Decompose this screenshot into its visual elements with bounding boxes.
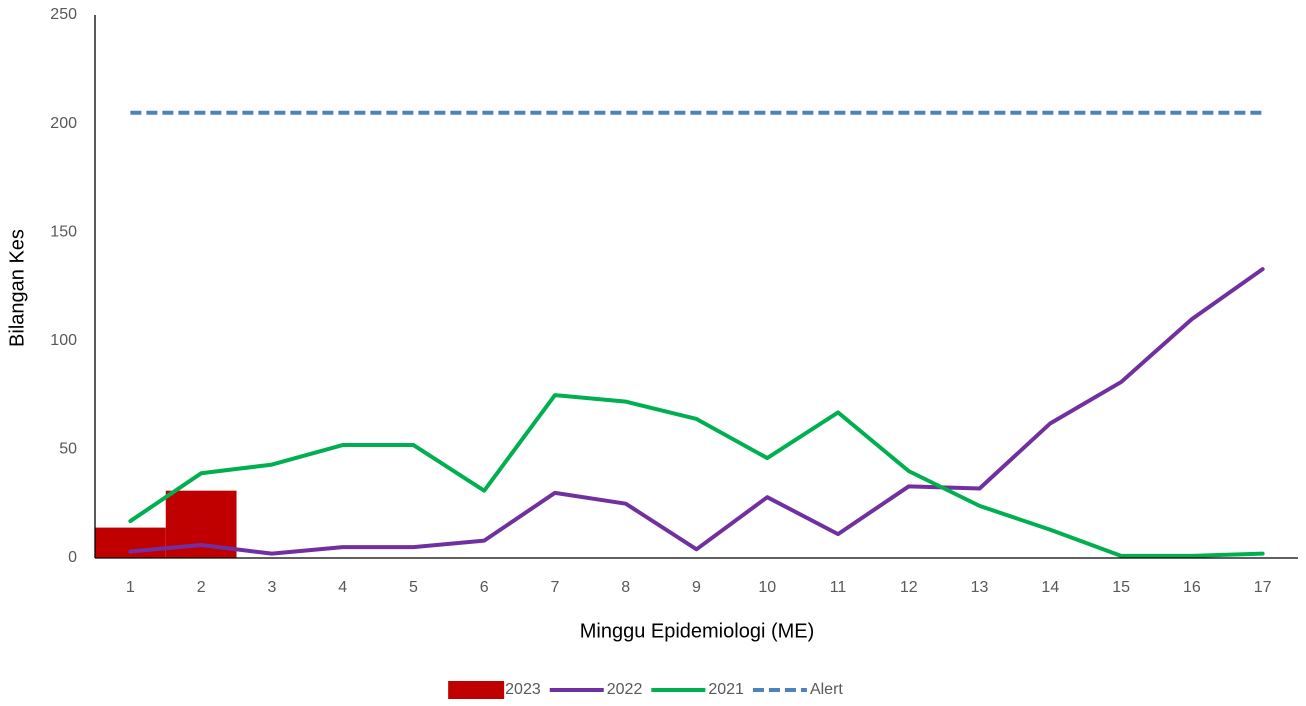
x-tick-label: 8 [621,579,630,596]
x-tick-label: 12 [900,579,918,596]
y-tick-label: 100 [50,332,77,349]
y-tick-label: 50 [59,441,77,458]
x-tick-label: 13 [971,579,989,596]
legend-label: 2022 [607,681,643,698]
y-axis-title: Bilangan Kes [6,229,28,347]
x-axis-title: Minggu Epidemiologi (ME) [580,620,815,642]
y-tick-label: 250 [50,6,77,23]
line-series [128,267,1265,556]
x-tick-label: 16 [1183,579,1201,596]
x-tick-label: 2 [197,579,206,596]
x-tick-label: 5 [409,579,418,596]
x-tick-label: 1 [126,579,135,596]
x-tick-label: 9 [692,579,701,596]
y-tick-label: 200 [50,115,77,132]
x-tick-label: 14 [1041,579,1059,596]
x-tick-label: 11 [830,579,847,596]
x-tick-label: 3 [267,579,276,596]
legend-label: 2021 [708,681,744,698]
x-tick-label: 17 [1254,579,1272,596]
legend-swatch [448,681,505,699]
legend-label: 2023 [505,681,541,698]
x-tick-label: 7 [551,579,560,596]
x-tick-label: 10 [758,579,776,596]
line-series [128,393,1265,558]
x-tick-label: 4 [338,579,347,596]
x-tick-label: 6 [480,579,489,596]
y-tick-label: 0 [68,549,77,566]
legend-label: Alert [810,681,843,698]
y-tick-label: 150 [50,223,77,240]
x-tick-label: 15 [1112,579,1130,596]
